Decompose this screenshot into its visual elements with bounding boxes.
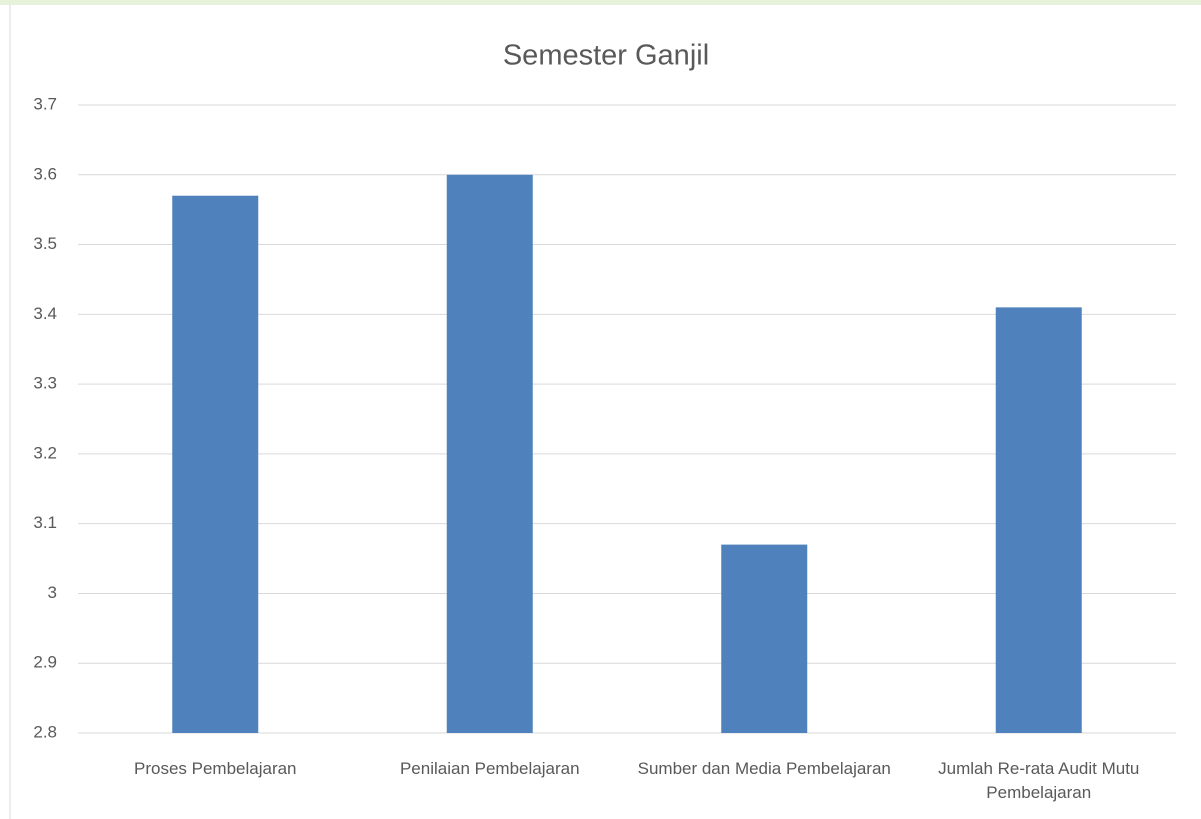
- y-tick-label: 3.6: [33, 164, 57, 183]
- y-tick-label: 2.9: [33, 653, 57, 672]
- bar: [995, 307, 1082, 733]
- bar: [172, 195, 259, 733]
- y-tick-label: 3.2: [33, 443, 57, 462]
- x-tick-label: Jumlah Re-rata Audit Mutu Pembelajaran: [938, 759, 1140, 802]
- x-tick-label: Sumber dan Media Pembelajaran: [637, 759, 891, 778]
- y-tick-label: 3.1: [33, 513, 57, 532]
- y-tick-label: 3.5: [33, 234, 57, 253]
- y-tick-label: 3.4: [33, 304, 57, 323]
- y-tick-label: 3.7: [33, 94, 57, 113]
- x-tick-label: Penilaian Pembelajaran: [399, 759, 580, 778]
- y-tick-label: 3.3: [33, 374, 57, 393]
- top-strip: [0, 0, 1201, 5]
- bar: [721, 544, 808, 733]
- chart-title: Semester Ganjil: [503, 40, 709, 72]
- y-tick-label: 2.8: [33, 722, 57, 741]
- x-tick-label: Proses Pembelajaran: [133, 759, 297, 778]
- bar: [446, 174, 533, 733]
- y-tick-label: 3: [48, 583, 57, 602]
